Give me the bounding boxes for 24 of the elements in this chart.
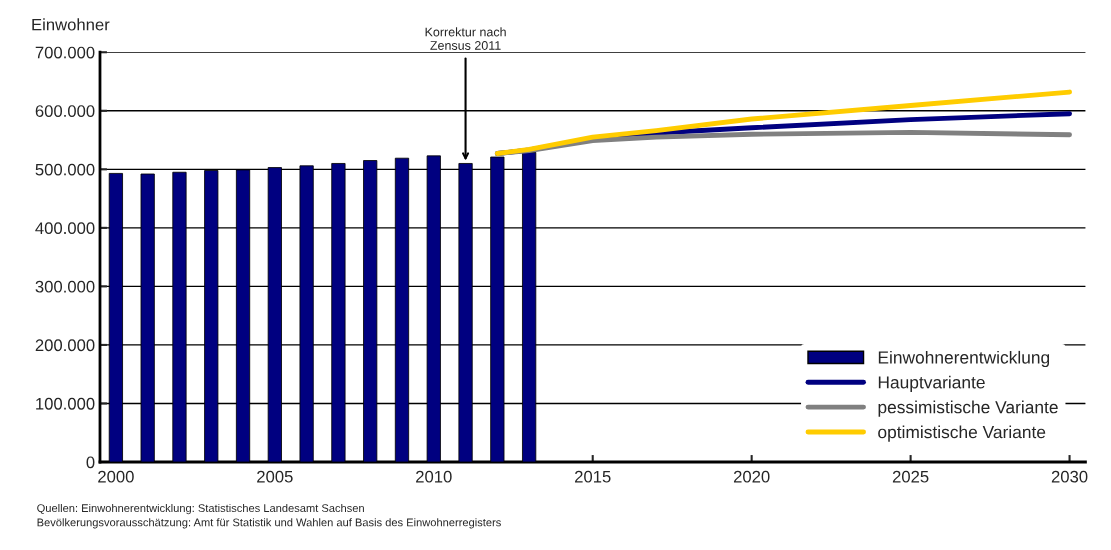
x-tick-label: 2015 <box>575 470 611 483</box>
y-tick-label: 500.000 <box>35 163 95 176</box>
y-tick-label: 300.000 <box>35 280 95 293</box>
y-tick-label: 600.000 <box>35 105 95 117</box>
source-note: Quellen: Einwohnerentwicklung: Statistisches Landesamt Sachsen <box>37 503 364 515</box>
x-tick-label: 2005 <box>257 470 293 483</box>
x-tick-label: 2020 <box>733 470 770 483</box>
text: Bevölkerungsvorausschätzung: Amt für Statistik und Wahlen auf Basis des Einwohnerregisters <box>37 518 501 529</box>
legend-label: Einwohnerentwicklung <box>878 350 1050 368</box>
y-tick-label: 700.000 <box>35 46 95 59</box>
y-axis-title: Einwohner <box>32 18 110 31</box>
legend-label: optimistische Variante <box>878 425 1046 442</box>
x-tick-label: 2010 <box>416 470 452 483</box>
line-series <box>494 89 1072 156</box>
legend-label: pessimistische Variante <box>878 400 1058 417</box>
x-tick-label: 2030 <box>1051 470 1088 483</box>
legend-label: Hauptvariante <box>878 375 985 392</box>
y-tick-label: 400.000 <box>35 222 95 235</box>
y-tick-label: 0 <box>86 456 95 469</box>
annotation: Korrektur nach Zensus 2011 <box>425 27 506 50</box>
x-tick-label: 2025 <box>892 470 929 483</box>
x-tick-label: 2000 <box>98 470 134 483</box>
y-tick-label: 100.000 <box>36 397 95 410</box>
y-tick-label: 200.000 <box>35 339 95 352</box>
